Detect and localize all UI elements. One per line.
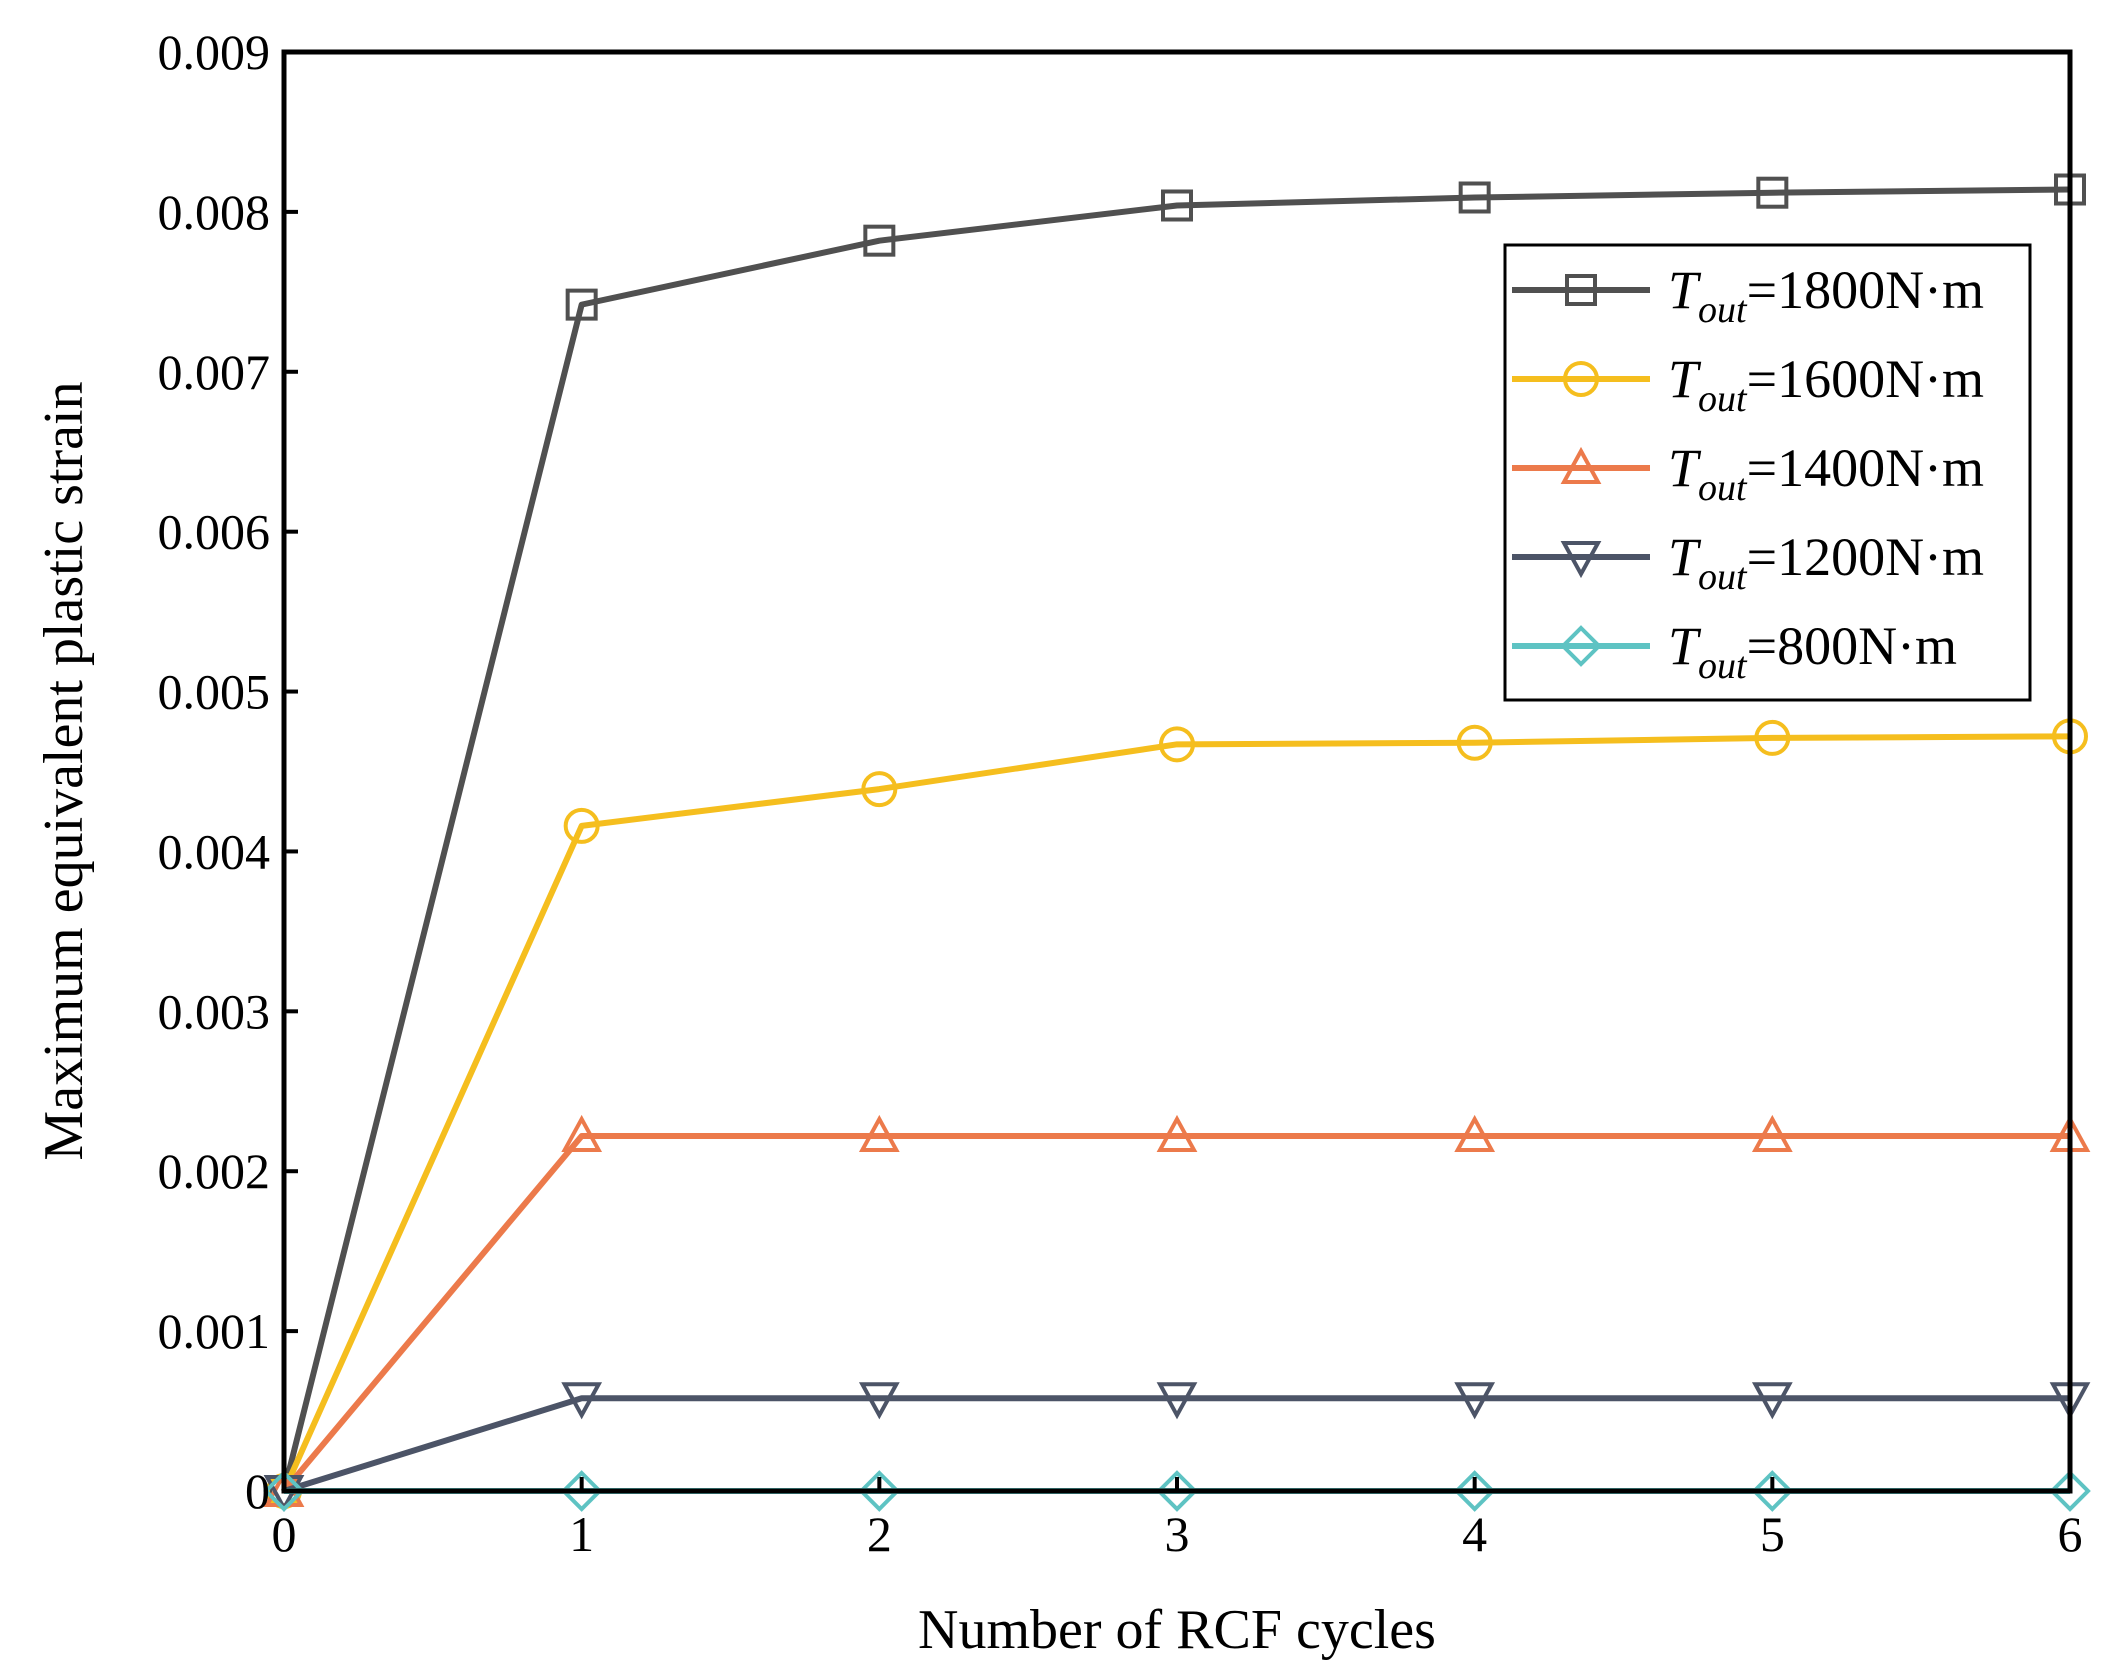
- legend-entry-5: Tout=800N·m: [1512, 616, 1957, 687]
- data-point-diamond: [1453, 1470, 1496, 1512]
- legend-label: Tout=1800N·m: [1668, 260, 1984, 331]
- data-point-square: [565, 288, 598, 321]
- legend-label: Tout=800N·m: [1668, 616, 1957, 687]
- series-line: [283, 1395, 2070, 1494]
- y-tick-label: 0.009: [158, 24, 271, 80]
- data-point-triangle-down: [858, 1382, 900, 1420]
- y-tick-label: 0: [245, 1463, 270, 1519]
- data-point-triangle-up: [858, 1114, 900, 1153]
- y-tick-label: 0.007: [158, 344, 271, 400]
- x-tick-label: 2: [867, 1506, 892, 1562]
- x-tick-label: 1: [569, 1506, 594, 1562]
- y-tick-label: 0.006: [158, 504, 271, 560]
- legend-entry-3: Tout=1400N·m: [1512, 438, 1984, 509]
- data-point-triangle-down: [1454, 1382, 1496, 1420]
- data-point-triangle-up: [1156, 1114, 1198, 1153]
- legend-label: Tout=1200N·m: [1668, 527, 1984, 598]
- data-point-diamond: [858, 1470, 901, 1512]
- axis-layer: 0 0.001 0.002 0.003 0.004 0.005 0.006 0.007 0.00…: [158, 24, 2083, 1562]
- data-point-diamond: [1751, 1470, 1794, 1512]
- x-tick-label: 5: [1760, 1506, 1785, 1562]
- data-point-triangle-up: [1454, 1114, 1496, 1153]
- legend-marker-triangle-up: [1560, 446, 1602, 484]
- legend-label: Tout=1400N·m: [1668, 438, 1984, 509]
- x-axis-title: Number of RCF cycles: [918, 1599, 1436, 1661]
- data-point-square: [863, 224, 896, 257]
- legend-entry-1: Tout=1800N·m: [1512, 260, 1984, 331]
- y-tick-label: 0.008: [158, 184, 271, 240]
- y-axis-title: Maximum equivalent plastic strain: [33, 381, 95, 1160]
- series-2: [266, 718, 2088, 1509]
- data-point-triangle-up: [561, 1114, 603, 1153]
- legend: Tout=1800N·m Tout=1600N·m Tout=1400N·m Tout…: [1503, 243, 2032, 702]
- x-tick-label: 6: [2058, 1506, 2083, 1562]
- legend-marker-diamond: [1560, 625, 1602, 667]
- y-tick-label: 0.004: [158, 823, 271, 879]
- x-tick-label: 4: [1462, 1506, 1487, 1562]
- data-point-square: [1756, 176, 1789, 209]
- y-tick-label: 0.003: [158, 983, 271, 1039]
- x-tick-label: 3: [1165, 1506, 1190, 1562]
- data-point-triangle-down: [1156, 1382, 1198, 1420]
- data-point-circle: [1159, 726, 1195, 763]
- data-point-triangle-up: [1751, 1114, 1793, 1153]
- series-line: [281, 1133, 2070, 1493]
- y-tick-label: 0.001: [158, 1303, 271, 1359]
- legend-marker-triangle-down: [1560, 541, 1602, 579]
- data-point-diamond: [560, 1470, 603, 1512]
- data-point-diamond: [263, 1470, 305, 1512]
- legend-entry-4: Tout=1200N·m: [1512, 527, 1984, 598]
- data-point-square: [1161, 189, 1193, 222]
- y-tick-label: 0.005: [158, 664, 271, 720]
- legend-marker-circle: [1563, 361, 1599, 397]
- x-tick-label: 0: [272, 1506, 297, 1562]
- data-point-diamond: [2049, 1470, 2091, 1512]
- data-point-circle: [1754, 719, 1791, 756]
- legend-label: Tout=1600N·m: [1668, 349, 1984, 420]
- data-point-diamond: [1156, 1470, 1198, 1512]
- data-point-triangle-down: [1751, 1382, 1793, 1420]
- data-point-triangle-down: [561, 1382, 603, 1420]
- data-point-circle: [861, 771, 898, 808]
- data-point-circle: [563, 807, 600, 844]
- y-tick-label: 0.002: [158, 1143, 271, 1199]
- series-layer: [263, 173, 2091, 1513]
- series-line: [281, 186, 2071, 1492]
- legend-entry-2: Tout=1600N·m: [1512, 349, 1984, 420]
- data-point-square: [1458, 181, 1491, 214]
- series-3: [263, 1114, 2091, 1507]
- legend-marker-square: [1565, 274, 1597, 306]
- series-line: [281, 733, 2071, 1493]
- data-point-circle: [1456, 724, 1493, 761]
